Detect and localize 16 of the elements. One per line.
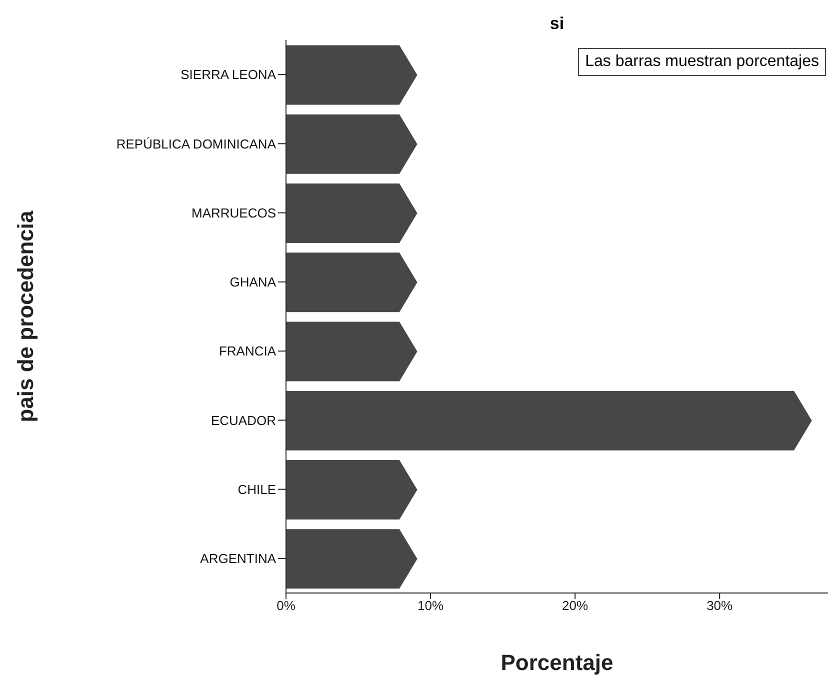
y-tick-label: FRANCIA (218, 344, 276, 359)
y-tick-label: ARGENTINA (200, 551, 276, 566)
x-tick-label: 20% (562, 598, 589, 614)
annotation: Las barras muestran porcentajes (578, 48, 826, 76)
y-tick-label: CHILE (238, 482, 276, 497)
y-tick-label: MARRUECOS (191, 205, 276, 220)
x-axis-title: Porcentaje (500, 650, 614, 675)
y-tick-label: REPÚBLICA DOMINICANA (116, 136, 276, 152)
chart-title: si (548, 14, 566, 34)
y-tick-label: ECUADOR (210, 412, 276, 428)
y-tick-label: GHANA (230, 274, 276, 290)
y-tick-label: SIERRA LEONA (180, 67, 276, 82)
y-axis-title: pais de procedencia (12, 210, 38, 422)
x-tick-label: 10% (418, 598, 444, 614)
x-tick-label: 30% (706, 598, 734, 614)
x-tick-label: 0% (276, 598, 296, 614)
